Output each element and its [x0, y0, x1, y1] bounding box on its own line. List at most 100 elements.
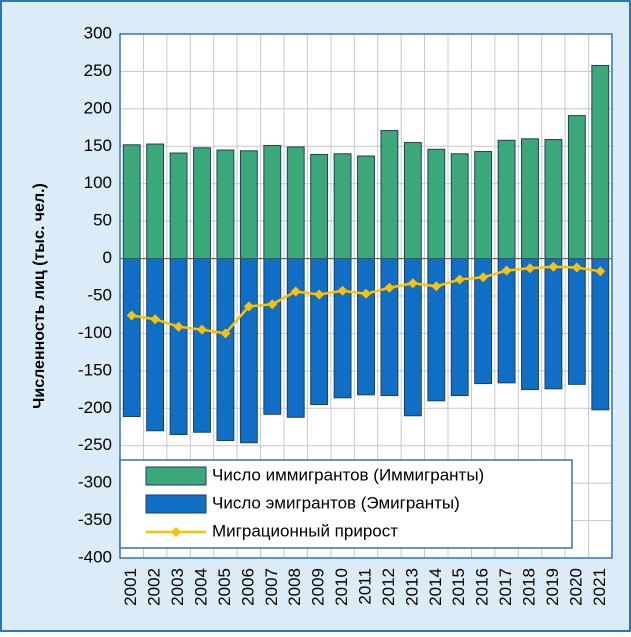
x-tick-label: 2007 [262, 568, 281, 606]
line-marker [243, 301, 254, 312]
y-tick-label: 100 [84, 173, 112, 192]
line-marker [361, 288, 371, 299]
bar [544, 258, 563, 390]
y-tick-label: -300 [78, 473, 112, 492]
bar [380, 258, 399, 397]
x-tick-label: 2004 [191, 568, 210, 606]
bar [521, 258, 539, 391]
bar [521, 138, 539, 260]
legend-label: Число иммигрантов (Иммигранты) [212, 465, 484, 484]
bar [263, 258, 282, 415]
bar [427, 148, 446, 260]
x-tick-label: 2020 [566, 568, 585, 606]
legend-label: Число эмигрантов (Эмигранты) [212, 493, 460, 512]
x-tick-label: 2003 [168, 568, 187, 606]
bar [193, 147, 211, 260]
x-tick-label: 2005 [215, 568, 234, 606]
x-tick-label: 2006 [238, 568, 257, 606]
y-tick-label: -400 [78, 547, 112, 566]
y-tick-label: -200 [78, 398, 112, 417]
bar [357, 258, 375, 396]
line-marker [501, 265, 512, 276]
bar [333, 258, 352, 399]
plot-border [119, 33, 613, 559]
y-tick-label: 50 [93, 211, 112, 230]
bar [216, 258, 235, 441]
line-marker [478, 272, 489, 283]
bar [310, 154, 329, 260]
line-marker [314, 289, 325, 300]
x-tick-label: 2009 [309, 568, 328, 606]
bar [286, 146, 305, 260]
line-marker [197, 324, 207, 335]
bar [544, 139, 563, 260]
x-tick-label: 2010 [332, 568, 351, 606]
bar [380, 130, 399, 260]
x-tick-label: 2015 [449, 568, 468, 606]
bar [286, 258, 305, 418]
y-tick-label: -100 [78, 323, 112, 342]
x-tick-label: 2002 [145, 568, 164, 606]
bar [169, 258, 188, 435]
bar [169, 152, 188, 260]
line-marker [384, 282, 395, 293]
line-marker [173, 321, 184, 332]
line-marker [150, 314, 161, 325]
bar [216, 149, 235, 260]
x-tick-label: 2018 [519, 568, 538, 606]
bar [567, 115, 586, 260]
bar [427, 258, 446, 402]
line-marker [220, 328, 231, 339]
bar [146, 143, 165, 260]
bar [146, 258, 165, 432]
line-marker [595, 266, 606, 277]
bar [263, 145, 282, 260]
line-marker [548, 261, 559, 272]
bar [122, 144, 141, 260]
bar [591, 258, 610, 411]
bar [310, 258, 329, 406]
bar [239, 258, 258, 444]
y-tick-label: -150 [78, 360, 112, 379]
y-tick-label: -250 [78, 435, 112, 454]
y-tick-label: -350 [78, 510, 112, 529]
line-marker [525, 263, 535, 274]
x-tick-label: 2017 [496, 568, 515, 606]
line-marker [431, 281, 442, 292]
bar [497, 139, 516, 260]
x-tick-label: 2001 [121, 568, 140, 606]
y-tick-label: 300 [84, 23, 112, 42]
bar [193, 258, 211, 433]
x-tick-label: 2021 [590, 568, 609, 606]
line-marker [337, 285, 348, 296]
legend-label: Миграционный прирост [212, 521, 398, 540]
line-marker [454, 274, 465, 285]
x-tick-label: 2016 [473, 568, 492, 606]
x-tick-label: 2014 [426, 568, 445, 606]
bar [122, 258, 141, 418]
y-tick-label: 150 [84, 136, 112, 155]
x-tick-label: 2013 [402, 568, 421, 606]
line-marker [126, 310, 137, 321]
bar [474, 151, 493, 260]
bar [567, 258, 586, 385]
line-marker [407, 278, 418, 289]
x-tick-label: 2011 [355, 568, 374, 605]
bar [450, 153, 469, 260]
bar [403, 142, 422, 260]
legend-swatch [145, 494, 207, 514]
y-tick-label: 250 [84, 61, 112, 80]
y-axis-label: Численность лиц (тыс. чел.) [31, 183, 48, 409]
y-tick-label: 0 [103, 248, 112, 267]
line-marker [571, 262, 582, 273]
x-tick-label: 2012 [379, 568, 398, 606]
y-tick-label: 200 [84, 98, 112, 117]
bar [333, 153, 352, 260]
bar [497, 258, 516, 384]
x-tick-label: 2008 [285, 568, 304, 606]
bar [591, 64, 610, 260]
x-tick-label: 2019 [543, 568, 562, 606]
legend-swatch [145, 466, 207, 486]
line-marker [290, 286, 301, 297]
